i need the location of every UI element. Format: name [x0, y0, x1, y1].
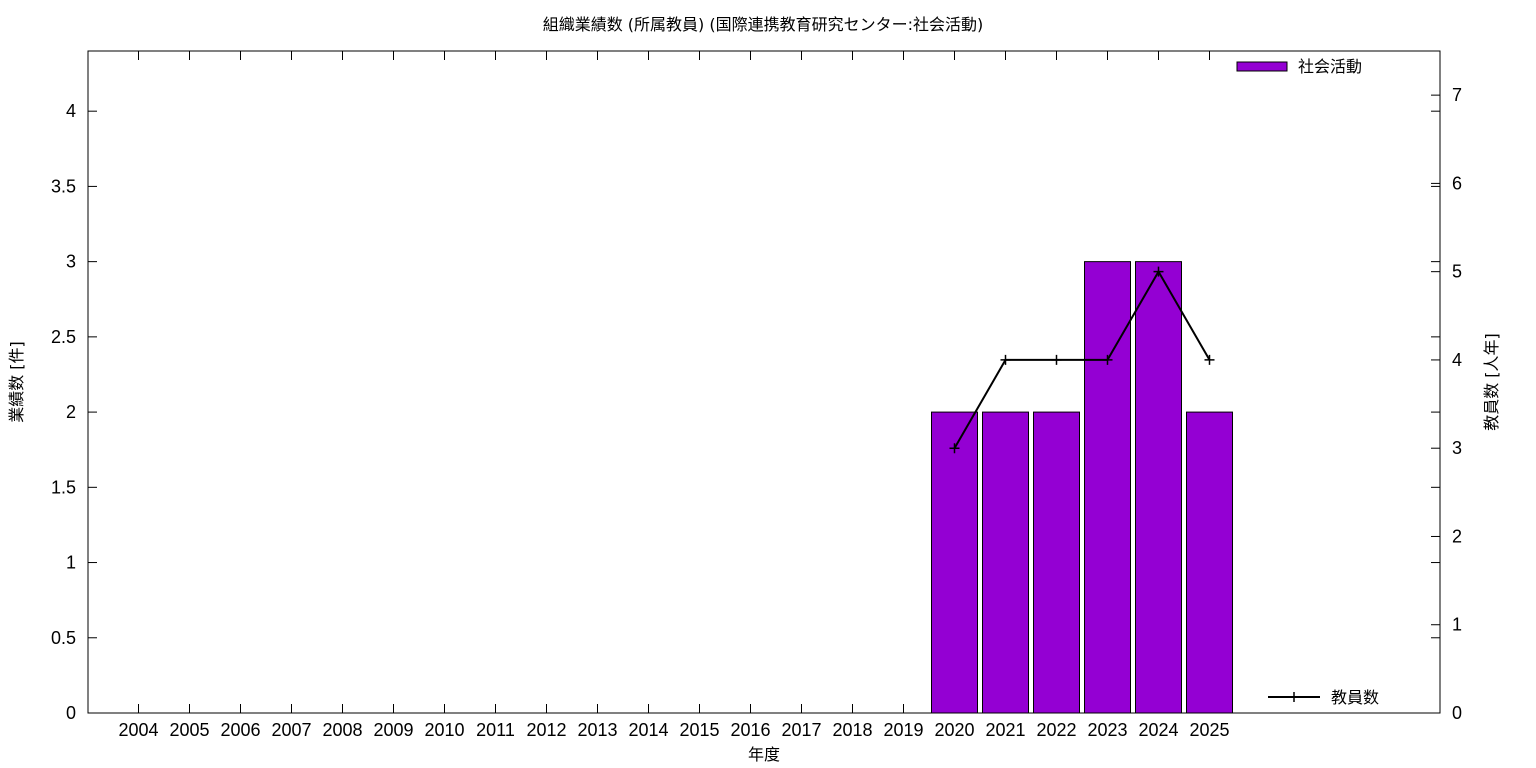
- x-tick-label: 2010: [424, 720, 464, 740]
- x-tick-label: 2024: [1138, 720, 1178, 740]
- line-point: [1153, 266, 1164, 277]
- x-tick-label: 2018: [832, 720, 872, 740]
- x-tick-label: 2007: [271, 720, 311, 740]
- x-tick-label: 2014: [628, 720, 668, 740]
- x-tick-label: 2016: [730, 720, 770, 740]
- y2-tick-label: 6: [1452, 173, 1462, 193]
- x-tick-label: 2025: [1189, 720, 1229, 740]
- line-point: [1000, 354, 1011, 365]
- y2-tick-label: 5: [1452, 262, 1462, 282]
- y2-tick-label: 1: [1452, 615, 1462, 635]
- y-axis-ticks: 0 0.5 1 1.5 2 2.5 3 3.5 4: [51, 101, 1440, 723]
- y-tick-label: 0.5: [51, 628, 76, 648]
- x-tick-label: 2009: [373, 720, 413, 740]
- x-tick-label: 2004: [118, 720, 158, 740]
- y-tick-label: 3.5: [51, 176, 76, 196]
- x-tick-label: 2020: [934, 720, 974, 740]
- y-tick-label: 2.5: [51, 327, 76, 347]
- bar: [1186, 411, 1233, 714]
- bar: [1084, 261, 1131, 714]
- line-point: [1204, 354, 1215, 365]
- x-tick-label: 2012: [526, 720, 566, 740]
- bar: [982, 411, 1029, 714]
- x-tick-label: 2006: [220, 720, 260, 740]
- y-axis-label: 業績数 [件]: [7, 341, 26, 423]
- x-tick-label: 2015: [679, 720, 719, 740]
- y2-axis-ticks: 0 1 2 3 4 5 6 7: [1431, 85, 1462, 723]
- y-tick-label: 1.5: [51, 477, 76, 497]
- legend-label-bar: 社会活動: [1298, 57, 1362, 76]
- y2-tick-label: 4: [1452, 350, 1462, 370]
- y-tick-label: 4: [66, 101, 76, 121]
- x-tick-label: 2011: [476, 720, 515, 740]
- y2-tick-label: 3: [1452, 438, 1462, 458]
- x-tick-label: 2022: [1036, 720, 1076, 740]
- y-tick-label: 2: [66, 402, 76, 422]
- x-tick-label: 2017: [781, 720, 821, 740]
- y2-axis-label: 教員数 [人年]: [1482, 333, 1501, 431]
- y-tick-label: 1: [66, 553, 76, 573]
- y2-tick-label: 2: [1452, 526, 1462, 546]
- series-line: [953, 269, 1211, 449]
- plot-frame: [87, 50, 1441, 714]
- x-tick-label: 2021: [985, 720, 1025, 740]
- chart-title: 組織業績数 (所属教員) (国際連携教育研究センター:社会活動): [543, 15, 984, 34]
- x-tick-label: 2023: [1087, 720, 1127, 740]
- x-axis-ticks: 2004 2005 2006 2007 2008 2009 2010 2011 2012 2013…: [118, 51, 1230, 740]
- legend-swatch-bar: [1236, 61, 1288, 72]
- line-series: [949, 266, 1215, 454]
- y-tick-label: 3: [66, 252, 76, 272]
- bar: [931, 411, 978, 714]
- x-tick-label: 2005: [169, 720, 209, 740]
- line-point: [949, 443, 960, 454]
- line-point: [1102, 354, 1113, 365]
- y-tick-label: 0: [66, 703, 76, 723]
- y2-tick-label: 0: [1452, 703, 1462, 723]
- x-tick-label: 2019: [883, 720, 923, 740]
- line-point: [1051, 354, 1062, 365]
- bar: [1033, 411, 1080, 714]
- x-tick-label: 2013: [577, 720, 617, 740]
- x-axis-label: 年度: [748, 745, 780, 764]
- x-tick-label: 2008: [322, 720, 362, 740]
- y2-tick-label: 7: [1452, 85, 1462, 105]
- legend-swatch-marker: [1289, 692, 1299, 702]
- bar: [1135, 261, 1182, 714]
- legend-label-line: 教員数: [1331, 688, 1379, 707]
- bar-series: [931, 261, 1233, 714]
